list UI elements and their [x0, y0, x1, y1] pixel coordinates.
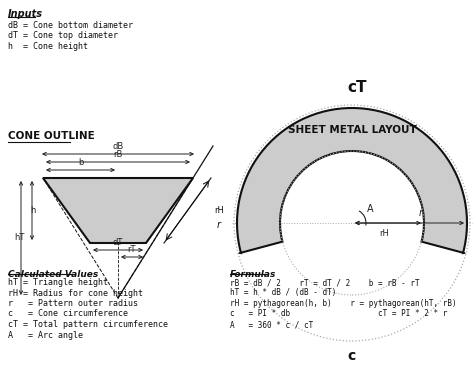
Text: hT: hT: [15, 233, 25, 243]
Text: dB: dB: [112, 142, 124, 151]
Polygon shape: [43, 178, 193, 243]
Text: rB = dB / 2    rT = dT / 2    b = rB - rT: rB = dB / 2 rT = dT / 2 b = rB - rT: [230, 278, 419, 287]
Text: SHEET METAL LAYOUT: SHEET METAL LAYOUT: [288, 125, 416, 135]
Text: h: h: [31, 206, 36, 215]
Text: cT: cT: [347, 80, 367, 95]
Text: rH: rH: [380, 229, 389, 238]
Text: r   = Pattern outer radius: r = Pattern outer radius: [8, 299, 138, 308]
Text: dB = Cone bottom diameter: dB = Cone bottom diameter: [8, 21, 133, 30]
Text: A   = Arc angle: A = Arc angle: [8, 331, 83, 339]
Text: h  = Cone height: h = Cone height: [8, 42, 88, 51]
Text: Calculated Values: Calculated Values: [8, 270, 98, 279]
Text: c   = PI * db                   cT = PI * 2 * r: c = PI * db cT = PI * 2 * r: [230, 309, 447, 318]
Text: Formulas: Formulas: [230, 270, 276, 279]
Text: rT: rT: [128, 245, 136, 254]
Text: Inputs: Inputs: [8, 9, 43, 19]
Text: rB: rB: [113, 150, 123, 159]
Text: A: A: [367, 204, 374, 214]
Wedge shape: [237, 108, 467, 253]
Text: hT = h * dB / (dB - dT): hT = h * dB / (dB - dT): [230, 289, 337, 298]
Text: rH: rH: [214, 206, 224, 215]
Text: c: c: [348, 349, 356, 363]
Text: dT: dT: [113, 238, 123, 247]
Text: hT = Triangle height: hT = Triangle height: [8, 278, 108, 287]
Text: r: r: [419, 208, 423, 218]
Text: c   = Cone circumference: c = Cone circumference: [8, 309, 128, 318]
Text: CONE OUTLINE: CONE OUTLINE: [8, 131, 95, 141]
Text: r: r: [217, 220, 221, 230]
Text: cT = Total pattern circumference: cT = Total pattern circumference: [8, 320, 168, 329]
Text: b: b: [78, 158, 83, 167]
Text: rH = Radius for cone height: rH = Radius for cone height: [8, 289, 143, 298]
Text: A   = 360 * c / cT: A = 360 * c / cT: [230, 320, 313, 329]
Text: rH = pythagorean(h, b)    r = pythagorean(hT, rB): rH = pythagorean(h, b) r = pythagorean(h…: [230, 299, 456, 308]
Text: dT = Cone top diameter: dT = Cone top diameter: [8, 32, 118, 40]
